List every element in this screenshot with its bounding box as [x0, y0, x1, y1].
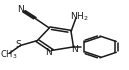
Text: S: S	[15, 40, 21, 49]
Text: N: N	[18, 5, 24, 14]
Text: N: N	[71, 45, 77, 54]
Text: N: N	[45, 48, 52, 57]
Text: CH$_3$: CH$_3$	[0, 48, 18, 61]
Text: NH$_2$: NH$_2$	[70, 10, 89, 23]
